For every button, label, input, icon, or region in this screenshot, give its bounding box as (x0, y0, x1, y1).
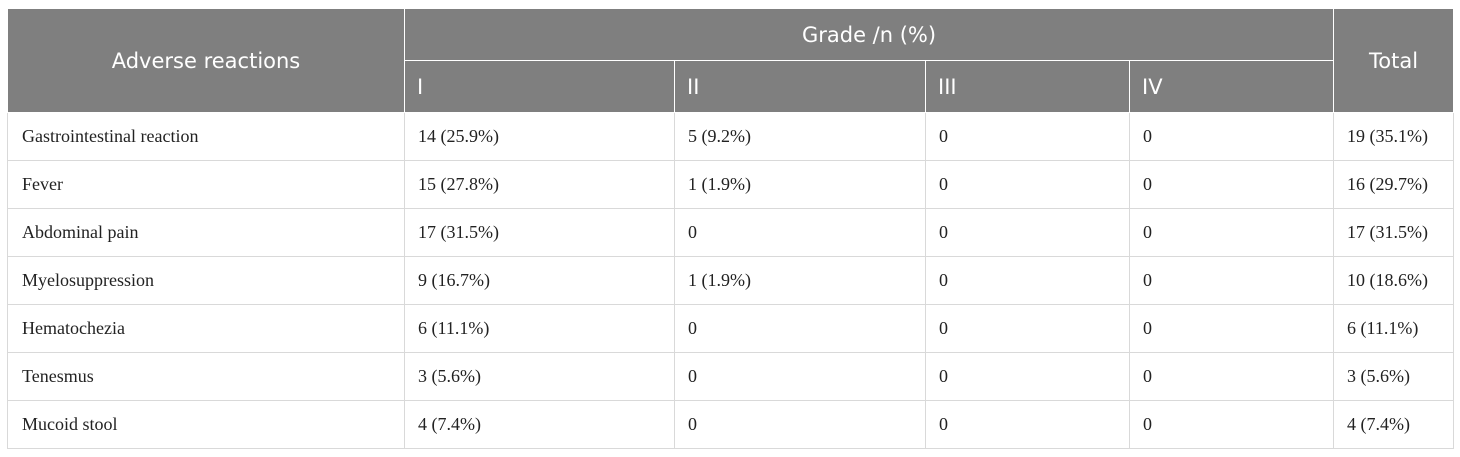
grade-ii-cell: 5 (9.2%) (674, 112, 926, 161)
table-row: Gastrointestinal reaction 14 (25.9%) 5 (… (7, 112, 1455, 161)
grade-i-cell: 17 (31.5%) (404, 208, 675, 257)
adverse-reactions-table-container: Adverse reactions Grade /n (%) Total I I… (7, 8, 1455, 449)
grade-i-cell: 15 (27.8%) (404, 160, 675, 209)
grade-iii-cell: 0 (925, 112, 1130, 161)
grade-iv-cell: 0 (1129, 304, 1335, 353)
grade-iii-cell: 0 (925, 304, 1130, 353)
total-cell: 17 (31.5%) (1333, 208, 1455, 257)
reaction-name: Gastrointestinal reaction (7, 112, 405, 161)
reaction-name: Mucoid stool (7, 400, 405, 449)
grade-iii-cell: 0 (925, 400, 1130, 449)
grade-iv-cell: 0 (1129, 112, 1335, 161)
grade-i-cell: 14 (25.9%) (404, 112, 675, 161)
grade-iii-cell: 0 (925, 352, 1130, 401)
table-row: Tenesmus 3 (5.6%) 0 0 0 3 (5.6%) (7, 352, 1455, 401)
table-row: Fever 15 (27.8%) 1 (1.9%) 0 0 16 (29.7%) (7, 160, 1455, 209)
grade-ii-cell: 0 (674, 208, 926, 257)
total-cell: 3 (5.6%) (1333, 352, 1455, 401)
total-cell: 19 (35.1%) (1333, 112, 1455, 161)
total-cell: 10 (18.6%) (1333, 256, 1455, 305)
table-row: Abdominal pain 17 (31.5%) 0 0 0 17 (31.5… (7, 208, 1455, 257)
total-cell: 6 (11.1%) (1333, 304, 1455, 353)
header-row-1: Adverse reactions Grade /n (%) Total (7, 8, 1455, 113)
reaction-name: Fever (7, 160, 405, 209)
grade-ii-cell: 1 (1.9%) (674, 256, 926, 305)
total-cell: 4 (7.4%) (1333, 400, 1455, 449)
table-row: Myelosuppression 9 (16.7%) 1 (1.9%) 0 0 … (7, 256, 1455, 305)
grade-ii-cell: 0 (674, 304, 926, 353)
header-total: Total (1333, 8, 1455, 113)
grade-i-cell: 3 (5.6%) (404, 352, 675, 401)
grade-iii-cell: 0 (925, 160, 1130, 209)
grade-iv-cell: 0 (1129, 400, 1335, 449)
table-row: Hematochezia 6 (11.1%) 0 0 0 6 (11.1%) (7, 304, 1455, 353)
header-row-2: I II III IV (8, 60, 1454, 113)
total-cell: 16 (29.7%) (1333, 160, 1455, 209)
grade-iv-cell: 0 (1129, 160, 1335, 209)
table-row: Mucoid stool 4 (7.4%) 0 0 0 4 (7.4%) (7, 400, 1455, 449)
reaction-name: Tenesmus (7, 352, 405, 401)
grade-iv-cell: 0 (1129, 352, 1335, 401)
grade-iii-cell: 0 (925, 256, 1130, 305)
grade-ii-cell: 0 (674, 352, 926, 401)
header-grade-iv: IV (1128, 60, 1335, 113)
header-grade-iii: III (925, 60, 1130, 113)
grade-i-cell: 6 (11.1%) (404, 304, 675, 353)
header-grade-ii: II (674, 60, 926, 113)
header-grade-i: I (404, 60, 675, 113)
grade-ii-cell: 0 (674, 400, 926, 449)
grade-iv-cell: 0 (1129, 256, 1335, 305)
header-grade: Grade /n (%) (403, 8, 1335, 61)
grade-ii-cell: 1 (1.9%) (674, 160, 926, 209)
adverse-reactions-table: Adverse reactions Grade /n (%) Total I I… (7, 8, 1455, 449)
grade-iv-cell: 0 (1129, 208, 1335, 257)
reaction-name: Hematochezia (7, 304, 405, 353)
table-body: Gastrointestinal reaction 14 (25.9%) 5 (… (7, 112, 1455, 449)
grade-iii-cell: 0 (925, 208, 1130, 257)
header-adverse-reactions: Adverse reactions (7, 8, 405, 113)
grade-i-cell: 9 (16.7%) (404, 256, 675, 305)
table-header: Adverse reactions Grade /n (%) Total I I… (7, 8, 1455, 113)
reaction-name: Myelosuppression (7, 256, 405, 305)
grade-i-cell: 4 (7.4%) (404, 400, 675, 449)
reaction-name: Abdominal pain (7, 208, 405, 257)
